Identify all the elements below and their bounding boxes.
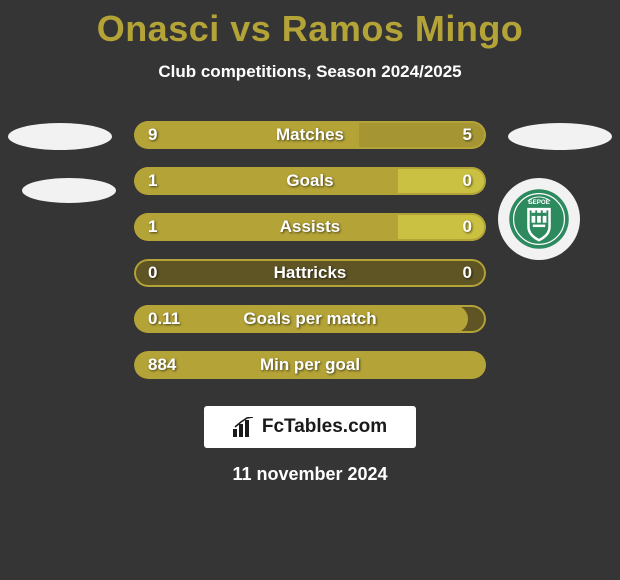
stat-bar: 9 5 Matches <box>134 121 486 149</box>
stat-label: Assists <box>280 217 340 237</box>
stat-value-left: 1 <box>148 171 157 191</box>
stat-label: Hattricks <box>274 263 347 283</box>
page-subtitle: Club competitions, Season 2024/2025 <box>0 62 620 82</box>
stat-bar: 884 Min per goal <box>134 351 486 379</box>
stat-value-right: 5 <box>463 125 472 145</box>
stat-row: 0.11 Goals per match <box>0 296 620 342</box>
stat-row: 0 0 Hattricks <box>0 250 620 296</box>
stat-label: Matches <box>276 125 344 145</box>
stat-bar: 1 0 Assists <box>134 213 486 241</box>
brand-badge[interactable]: FcTables.com <box>204 406 416 448</box>
stat-value-right: 0 <box>463 263 472 283</box>
stat-label: Goals per match <box>243 309 376 329</box>
stat-row: 1 0 Goals <box>0 158 620 204</box>
stat-value-left: 1 <box>148 217 157 237</box>
stat-value-right: 0 <box>463 171 472 191</box>
stats-area: 9 5 Matches 1 0 Goals 1 0 Assists 0 0 Hattricks 0.11… <box>0 112 620 388</box>
stat-value-left: 0.11 <box>148 309 180 329</box>
stat-label: Goals <box>286 171 333 191</box>
stat-value-left: 9 <box>148 125 157 145</box>
brand-text: FcTables.com <box>262 416 387 438</box>
stat-value-right: 0 <box>463 217 472 237</box>
stat-bar: 0.11 Goals per match <box>134 305 486 333</box>
stat-bar: 0 0 Hattricks <box>134 259 486 287</box>
stat-row: 9 5 Matches <box>0 112 620 158</box>
stat-bar: 1 0 Goals <box>134 167 486 195</box>
stat-row: 1 0 Assists <box>0 204 620 250</box>
page-title: Onasci vs Ramos Mingo <box>0 0 620 50</box>
stat-value-left: 884 <box>148 355 176 375</box>
stat-value-left: 0 <box>148 263 157 283</box>
stat-row: 884 Min per goal <box>0 342 620 388</box>
fctables-logo-icon <box>233 417 257 437</box>
stat-label: Min per goal <box>260 355 360 375</box>
date-label: 11 november 2024 <box>0 464 620 485</box>
